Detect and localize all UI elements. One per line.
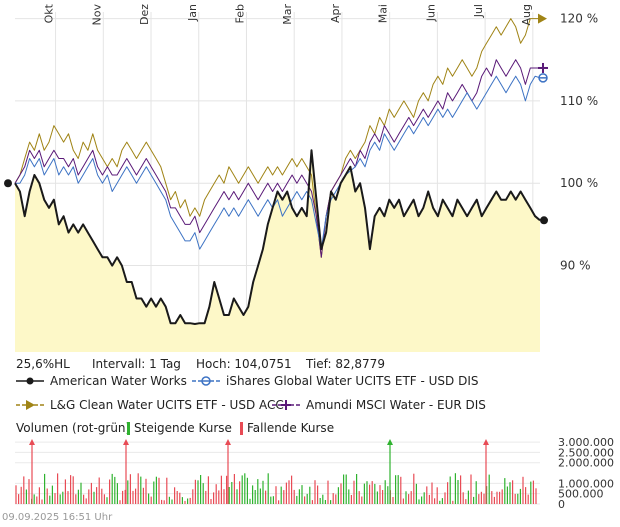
- volume-tick-label: 2.500.000: [558, 446, 614, 459]
- legend-label: iShares Global Water UCITS ETF - USD DIS: [226, 374, 479, 388]
- month-label: Okt: [43, 3, 56, 23]
- volume-spike-arrow-icon: [483, 439, 489, 445]
- volume-legend: Volumen (rot-grün) Steigende Kurse Falle…: [16, 421, 334, 435]
- volume-grid: [15, 441, 540, 505]
- volume-bars: [15, 439, 537, 504]
- legend: American Water Works iShares Global Wate…: [16, 374, 486, 412]
- area-fill: [15, 150, 540, 352]
- month-label: Jun: [424, 4, 437, 22]
- price-tick-label: 120 %: [560, 12, 598, 26]
- american-water-area: [15, 150, 540, 352]
- legend-label: Amundi MSCI Water - EUR DIS: [306, 398, 486, 412]
- legend-circle-icon: [26, 377, 34, 385]
- legend-item-lg[interactable]: L&G Clean Water UCITS ETF - USD ACC: [16, 398, 284, 412]
- legend-item-american-water[interactable]: American Water Works: [16, 374, 187, 388]
- month-label: Jan: [186, 4, 199, 22]
- volume-up-label: Steigende Kurse: [134, 421, 232, 435]
- series-lines: [14, 18, 541, 325]
- volume-tick-label: 1.000.000: [558, 477, 614, 490]
- legend-item-amundi[interactable]: Amundi MSCI Water - EUR DIS: [272, 398, 486, 412]
- american-water-end-circle-icon: [540, 216, 548, 225]
- stat-hl: 25,6%HL: [16, 357, 70, 371]
- volume-tick-label: 500.000: [558, 488, 604, 501]
- month-label: Jul: [472, 4, 485, 18]
- volume-label: Volumen (rot-grün): [16, 421, 130, 435]
- month-label: Mai: [377, 4, 390, 23]
- down-color-swatch: [240, 422, 243, 435]
- volume-spike-arrow-icon: [29, 439, 35, 445]
- month-label: Dez: [138, 4, 151, 25]
- stats-row: 25,6%HL Intervall: 1 Tag Hoch: 104,0751 …: [16, 357, 385, 371]
- volume-spike-arrow-icon: [225, 439, 231, 445]
- price-axis-labels: 120 % 110 % 100 % 90 %: [560, 12, 598, 273]
- month-label: Apr: [329, 4, 342, 24]
- stat-interval: Intervall: 1 Tag: [92, 357, 181, 371]
- volume-down-label: Fallende Kurse: [247, 421, 334, 435]
- volume-tick-label: 3.000.000: [558, 436, 614, 449]
- volume-spike-arrow-icon: [123, 439, 129, 445]
- volume-tick-label: 2.000.000: [558, 457, 614, 470]
- month-label: Nov: [90, 4, 103, 26]
- start-marker-circle-icon: [4, 179, 12, 188]
- amundi-line: [14, 59, 540, 258]
- legend-label: American Water Works: [50, 374, 187, 388]
- stat-high: Hoch: 104,0751: [196, 357, 292, 371]
- month-label: Mar: [281, 4, 294, 25]
- volume-spike-arrow-icon: [387, 439, 393, 445]
- volume-tick-label: 0: [558, 498, 565, 511]
- up-color-swatch: [127, 422, 130, 435]
- month-label: Feb: [233, 4, 246, 23]
- legend-triangle-icon: [26, 400, 35, 410]
- month-label: Aug: [520, 4, 533, 25]
- series-end-markers: [4, 13, 548, 225]
- american-water-line: [14, 149, 541, 325]
- lg-end-triangle-icon: [538, 13, 547, 24]
- price-tick-label: 90 %: [560, 259, 591, 273]
- legend-label: L&G Clean Water UCITS ETF - USD ACC: [50, 398, 284, 412]
- ishares-line: [15, 75, 541, 250]
- timestamp: 09.09.2025 16:51 Uhr: [2, 512, 113, 523]
- price-tick-label: 100 %: [560, 176, 598, 190]
- lg-clean-water-line: [14, 18, 540, 258]
- month-labels: Okt Nov Dez Jan Feb Mar Apr Mai Jun Jul Aug: [43, 3, 533, 25]
- legend-item-ishares[interactable]: iShares Global Water UCITS ETF - USD DIS: [192, 374, 479, 388]
- stat-low: Tief: 82,8779: [305, 357, 385, 371]
- price-tick-label: 110 %: [560, 94, 598, 108]
